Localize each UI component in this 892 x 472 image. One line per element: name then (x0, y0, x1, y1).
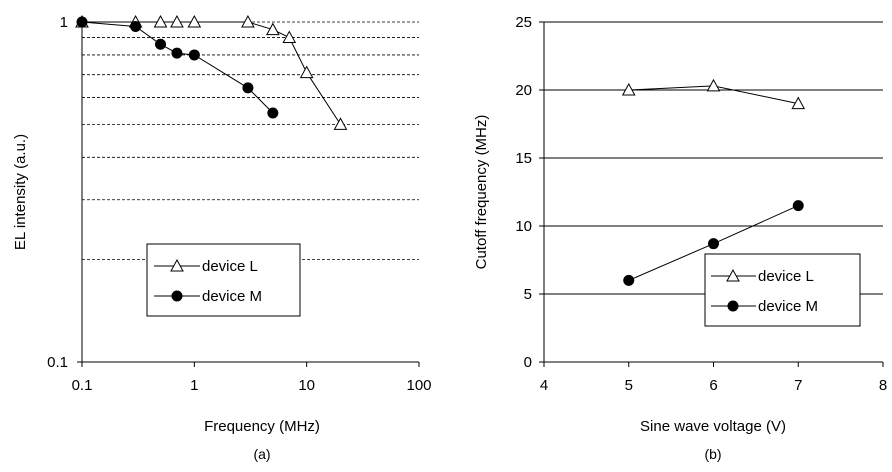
chart-b-ticks (539, 21, 884, 367)
chart-b-y-tick-label-1: 5 (524, 286, 532, 303)
chart-a-series-0-point-4 (187, 14, 202, 28)
chart-a-series-1-point-0 (76, 16, 88, 28)
chart-a-series-0-point-9 (333, 117, 348, 130)
chart-a-series-line-1 (81, 21, 274, 114)
chart-b-series-0-point-2 (791, 96, 806, 110)
chart-a-series-0-point-8 (299, 65, 314, 79)
chart-b-legend-box (704, 253, 861, 327)
chart-b: 4 5 6 7 8 0 5 10 15 20 25 Sine wave voltage (V) C… (473, 14, 887, 462)
chart-a-series-1-point-4 (188, 49, 200, 61)
chart-b-y-tick-label-0: 0 (524, 354, 532, 371)
chart-b-series-0-point-0 (621, 82, 636, 96)
chart-a-y-tick-labels: 0.11 (47, 14, 68, 371)
chart-a-x-tick-label-3: 100 (406, 377, 431, 394)
chart-a-series-0-point-7 (282, 30, 297, 44)
chart-b-series-0-point-1 (706, 78, 721, 92)
chart-a-series-0-point-5 (241, 14, 255, 28)
chart-b-y-tick-label-4: 20 (515, 82, 532, 99)
chart-a-series-1-point-6 (267, 107, 279, 119)
chart-a-x-tick-label-2: 10 (298, 377, 315, 394)
chart-b-y-tick-labels: 0 5 10 15 20 25 (515, 14, 532, 371)
chart-a-x-tick-label-1: 1 (190, 377, 198, 394)
chart-a-series-0-point-3 (170, 14, 184, 28)
chart-a-legend-label-1: device M (202, 288, 262, 305)
chart-b-y-tick-label-2: 10 (515, 218, 532, 235)
chart-a-series-0-point-6 (266, 22, 280, 36)
chart-b-x-tick-label-0: 4 (540, 377, 548, 394)
chart-a-legend-marker-1 (171, 290, 183, 302)
chart-b-caption: (b) (704, 446, 721, 462)
chart-b-gridlines (544, 21, 883, 295)
chart-b-x-tick-labels: 4 5 6 7 8 (540, 377, 887, 394)
chart-b-legend-marker-0 (726, 268, 740, 282)
chart-a-x-tick-label-0: 0.1 (72, 377, 93, 394)
chart-b-x-tick-label-3: 7 (794, 377, 802, 394)
chart-a-series-1-point-1 (130, 20, 142, 32)
chart-b-series-1-point-2 (792, 200, 804, 212)
chart-a-series-line-0 (82, 21, 341, 125)
chart-a-y-axis-label: EL intensity (a.u.) (12, 134, 29, 250)
chart-a-legend-label-0: device L (202, 258, 258, 275)
chart-a-y-tick-label-1: 1 (60, 14, 68, 31)
chart-b-legend-label-1: device M (758, 298, 818, 315)
chart-b-series (621, 78, 806, 286)
chart-b-y-tick-label-3: 15 (515, 150, 532, 167)
chart-b-series-1-point-1 (708, 238, 719, 250)
chart-a-legend-marker-0 (170, 258, 184, 272)
chart-a: 0.1 1 10 100 0.11 Frequency (MHz) EL intens… (12, 14, 432, 462)
chart-a-caption: (a) (253, 446, 270, 462)
chart-b-legend-label-0: device L (758, 268, 814, 285)
chart-b-series-1-point-0 (623, 274, 635, 286)
chart-b-legend: device L device M (704, 253, 861, 327)
chart-a-gridlines (82, 21, 419, 261)
chart-a-series-1-point-5 (242, 82, 254, 94)
chart-b-x-axis-label: Sine wave voltage (V) (640, 418, 786, 435)
chart-b-x-tick-label-1: 5 (625, 377, 633, 394)
chart-b-y-tick-label-5: 25 (515, 14, 532, 31)
chart-a-legend-box (146, 243, 301, 317)
chart-b-x-tick-label-4: 8 (879, 377, 887, 394)
chart-a-x-tick-labels: 0.1 1 10 100 (72, 377, 432, 394)
chart-a-legend: device L device M (146, 243, 301, 317)
chart-a-y-tick-label-0: 0.1 (47, 354, 68, 371)
chart-a-series-1-point-2 (155, 38, 167, 50)
chart-a-x-axis-label: Frequency (MHz) (204, 418, 320, 435)
chart-b-x-tick-label-2: 6 (709, 377, 717, 394)
chart-b-y-axis-label: Cutoff frequency (MHz) (473, 115, 490, 270)
chart-b-legend-marker-1 (727, 300, 739, 312)
chart-a-series-0-point-2 (153, 14, 168, 28)
chart-a-series-1-point-3 (171, 47, 183, 59)
chart-a-series (75, 14, 348, 130)
